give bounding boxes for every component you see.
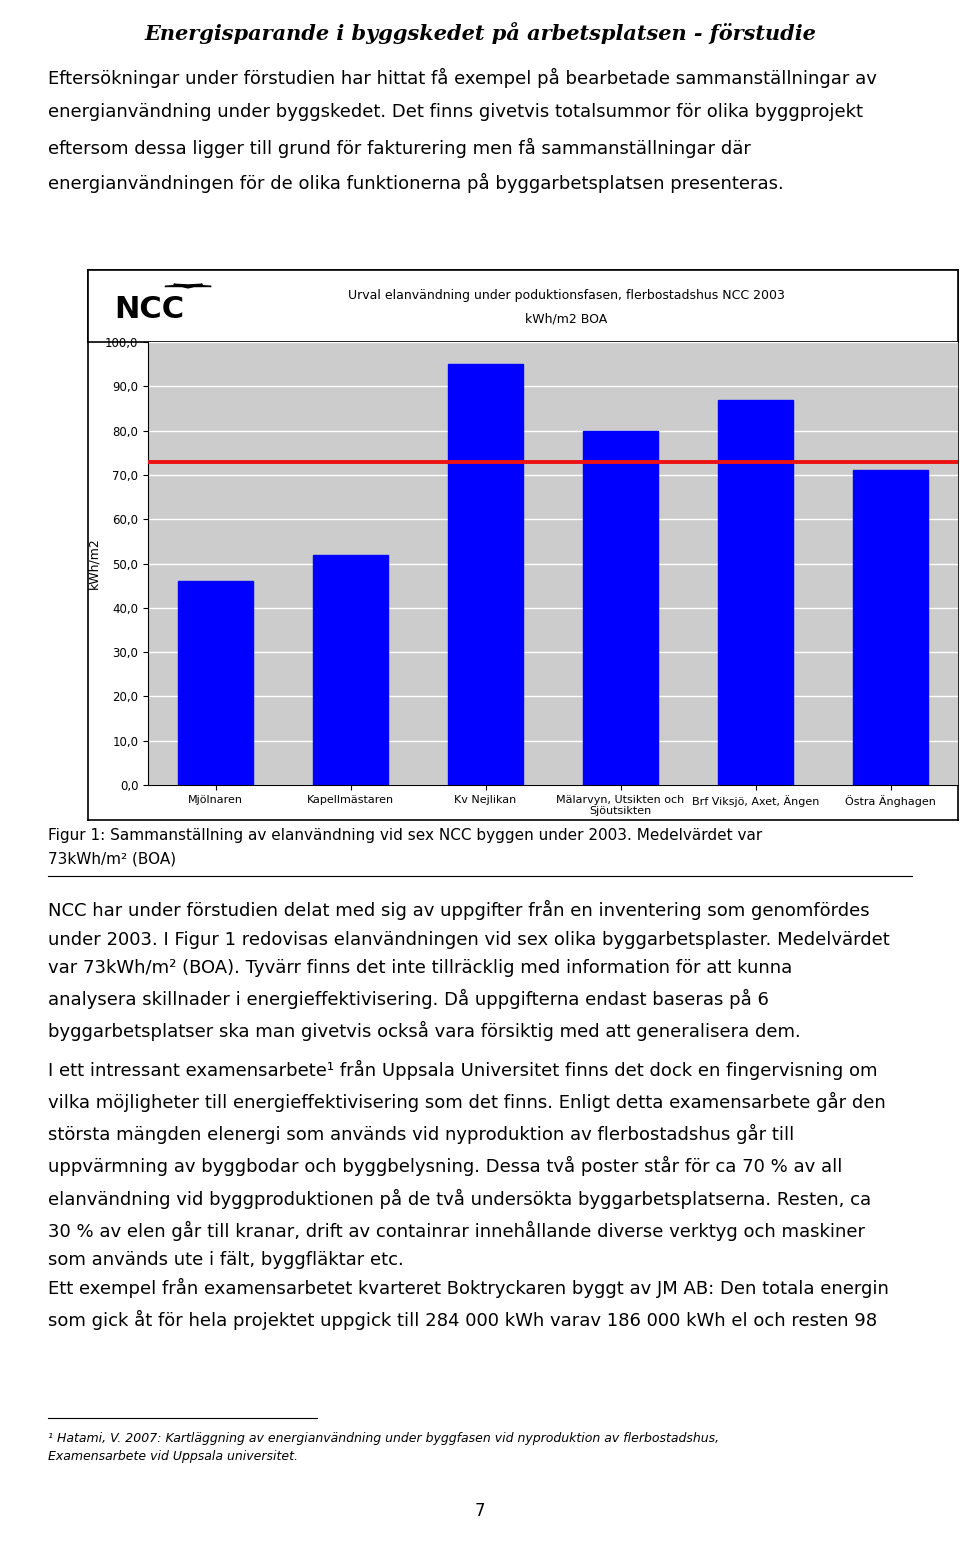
Text: 7: 7 bbox=[475, 1502, 485, 1520]
Text: NCC har under förstudien delat med sig av uppgifter från en inventering som geno: NCC har under förstudien delat med sig a… bbox=[48, 901, 890, 1041]
Text: energianvändningen för de olika funktionerna på byggarbetsplatsen presenteras.: energianvändningen för de olika funktion… bbox=[48, 173, 783, 193]
Text: Figur 1: Sammanställning av elanvändning vid sex NCC byggen under 2003. Medelvär: Figur 1: Sammanställning av elanvändning… bbox=[48, 828, 762, 843]
Polygon shape bbox=[165, 284, 211, 288]
Bar bbox=[313, 555, 388, 785]
Text: Urval elanvändning under poduktionsfasen, flerbostadshus NCC 2003: Urval elanvändning under poduktionsfasen… bbox=[348, 288, 785, 302]
Text: Examensarbete vid Uppsala universitet.: Examensarbete vid Uppsala universitet. bbox=[48, 1449, 298, 1463]
Y-axis label: kWh/m2: kWh/m2 bbox=[87, 538, 101, 589]
Text: energianvändning under byggskedet. Det finns givetvis totalsummor för olika bygg: energianvändning under byggskedet. Det f… bbox=[48, 103, 863, 120]
Bar bbox=[179, 581, 252, 785]
Bar bbox=[448, 364, 522, 785]
Text: Energisparande i byggskedet på arbetsplatsen - förstudie: Energisparande i byggskedet på arbetspla… bbox=[144, 22, 816, 43]
Text: ¹ Hatami, V. 2007: Kartläggning av energianvändning under byggfasen vid nyproduk: ¹ Hatami, V. 2007: Kartläggning av energ… bbox=[48, 1433, 719, 1445]
Bar bbox=[853, 470, 927, 785]
Text: kWh/m2 BOA: kWh/m2 BOA bbox=[525, 313, 608, 325]
Text: eftersom dessa ligger till grund för fakturering men få sammanställningar där: eftersom dessa ligger till grund för fak… bbox=[48, 137, 751, 159]
Text: NCC: NCC bbox=[114, 295, 184, 324]
Bar bbox=[584, 430, 658, 785]
Bar bbox=[718, 399, 793, 785]
Text: 73kWh/m² (BOA): 73kWh/m² (BOA) bbox=[48, 853, 176, 867]
Text: Ett exempel från examensarbetet kvarteret Boktryckaren byggt av JM AB: Den total: Ett exempel från examensarbetet kvartere… bbox=[48, 1278, 889, 1331]
Text: Eftersökningar under förstudien har hittat få exempel på bearbetade sammanställn: Eftersökningar under förstudien har hitt… bbox=[48, 68, 876, 88]
Text: I ett intressant examensarbete¹ från Uppsala Universitet finns det dock en finge: I ett intressant examensarbete¹ från Upp… bbox=[48, 1059, 886, 1269]
